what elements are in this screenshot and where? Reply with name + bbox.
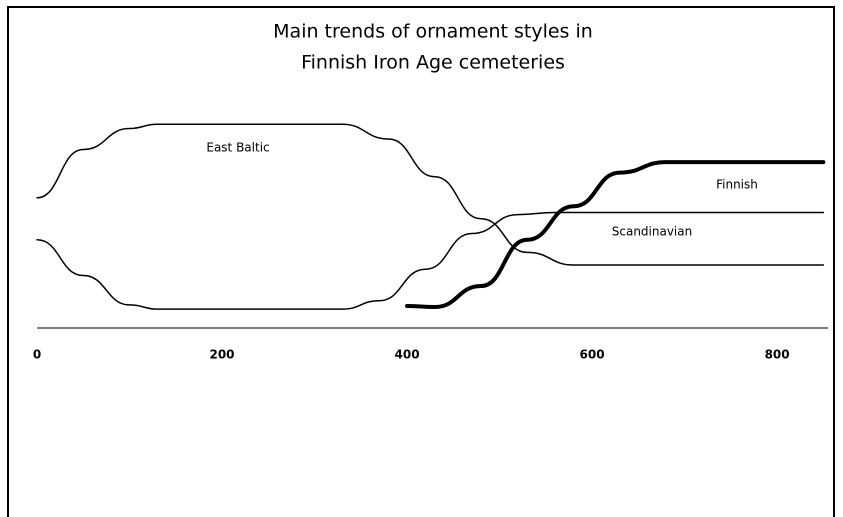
line xyxy=(405,160,826,310)
series-label: East Baltic xyxy=(206,141,269,155)
x-tick-label: 800 xyxy=(765,348,790,362)
line xyxy=(36,123,825,266)
chart-title: Main trends of ornament styles in xyxy=(273,21,593,43)
x-tick-label: 600 xyxy=(580,348,605,362)
series-label: Finnish xyxy=(716,178,758,192)
line xyxy=(36,211,825,310)
frame xyxy=(7,6,835,517)
series-label: Scandinavian xyxy=(612,225,692,239)
chart-title: Finnish Iron Age cemeteries xyxy=(301,52,565,74)
x-tick-label: 0 xyxy=(33,348,41,362)
x-tick-label: 200 xyxy=(209,348,234,362)
x-tick-label: 400 xyxy=(395,348,420,362)
